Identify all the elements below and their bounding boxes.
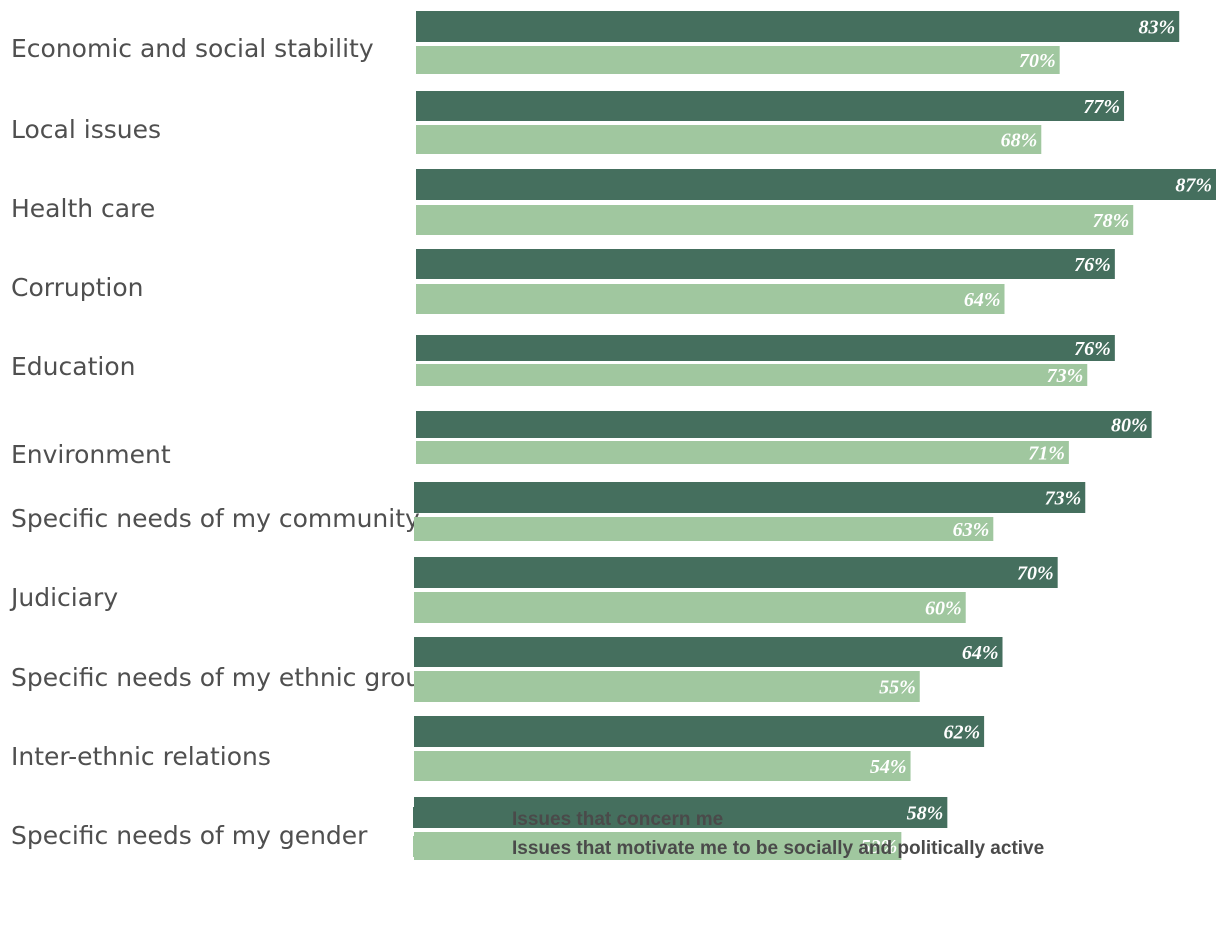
bar-concern (416, 91, 1125, 121)
bar-concern (416, 11, 1180, 42)
category-label: Health care (11, 194, 155, 223)
value-label-concern: 77% (1083, 96, 1120, 118)
category-label: Specific needs of my gender (11, 821, 368, 850)
bar-concern (414, 637, 1003, 667)
value-label-motivate: 78% (1093, 210, 1130, 232)
legend-label-motivate: Issues that motivate me to be socially a… (512, 838, 1044, 859)
value-label-motivate: 53% (861, 836, 898, 858)
legend-label-concern: Issues that concern me (512, 809, 723, 830)
category-label: Local issues (11, 115, 161, 144)
bar-motivate (414, 592, 966, 623)
bar-concern (414, 557, 1058, 588)
category-label: Environment (11, 440, 171, 469)
category-labels: Economic and social stability Local issue… (9, 34, 437, 850)
value-label-concern: 87% (1175, 175, 1212, 197)
bar-concern (414, 482, 1086, 513)
value-label-concern: 73% (1045, 488, 1082, 510)
value-label-concern: 76% (1074, 338, 1111, 360)
legend-swatch-concern (413, 807, 497, 828)
bar-concern (414, 797, 948, 828)
bar-motivate (414, 751, 911, 781)
bar-motivate (414, 517, 994, 541)
bar-motivate (416, 46, 1060, 74)
category-label: Inter-ethnic relations (11, 742, 271, 771)
value-label-concern: 83% (1139, 17, 1176, 39)
value-label-motivate: 68% (1001, 130, 1038, 152)
value-label-concern: 62% (943, 722, 980, 744)
bar-motivate (416, 125, 1042, 154)
bar-concern (416, 411, 1152, 438)
bar-motivate (414, 671, 920, 702)
legend: Issues that concern me Issues that motiv… (413, 807, 1044, 859)
category-label: Judiciary (9, 583, 118, 612)
value-label-motivate: 64% (964, 289, 1001, 311)
bar-concern (416, 249, 1115, 279)
value-label-motivate: 63% (953, 519, 990, 541)
value-label-concern: 58% (907, 803, 944, 825)
value-labels: 83% 70% 77% 68% 87% 78% 76% 64% 76% 73% 80% 71% 73% 6… (861, 17, 1212, 859)
value-label-motivate: 73% (1047, 365, 1084, 387)
bar-motivate (416, 441, 1069, 464)
value-label-concern: 70% (1017, 563, 1054, 585)
value-label-motivate: 70% (1019, 50, 1056, 72)
value-label-motivate: 54% (870, 756, 907, 778)
legend-swatch-motivate (413, 836, 497, 857)
bar-concern (414, 716, 985, 747)
category-label: Specific needs of my ethnic group (11, 663, 437, 692)
value-label-concern: 64% (962, 642, 999, 664)
bar-motivate (416, 205, 1134, 235)
value-label-motivate: 55% (879, 677, 916, 699)
category-label: Specific needs of my community (11, 504, 420, 533)
category-label: Corruption (11, 273, 143, 302)
bar-motivate (416, 364, 1088, 386)
value-label-motivate: 71% (1028, 443, 1065, 465)
category-label: Education (11, 352, 135, 381)
value-label-concern: 80% (1111, 415, 1148, 437)
bar-concern (416, 335, 1115, 361)
value-label-motivate: 60% (925, 598, 962, 620)
bars (414, 11, 1216, 860)
value-label-concern: 76% (1074, 254, 1111, 276)
category-label: Economic and social stability (11, 34, 374, 63)
bar-concern (416, 169, 1216, 200)
bar-motivate (416, 284, 1005, 314)
